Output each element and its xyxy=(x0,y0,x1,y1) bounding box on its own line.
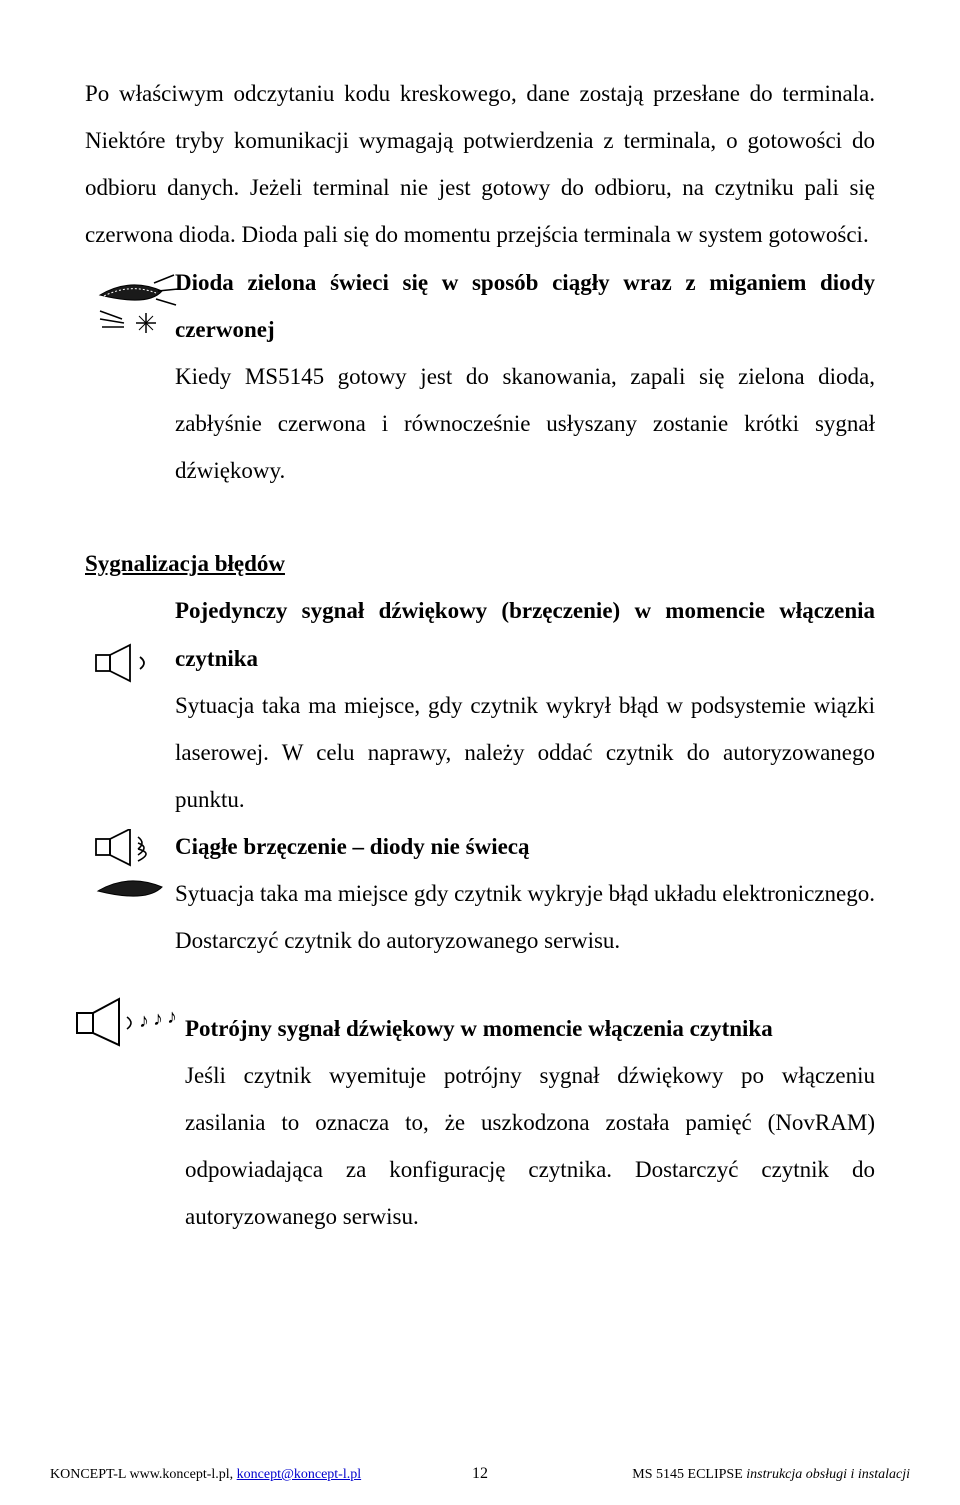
led-status-bold: Dioda zielona świeci się w sposób ciągły… xyxy=(175,270,875,342)
error-2-text: Ciągłe brzęczenie – diody nie świecą Syt… xyxy=(175,823,875,964)
footer-left-text: KONCEPT-L www.koncept-l.pl, xyxy=(50,1467,237,1482)
svg-text:♪: ♪ xyxy=(153,1008,163,1030)
footer-page-number: 12 xyxy=(472,1465,488,1483)
error-3-body: Jeśli czytnik wyemituje potrójny sygnał … xyxy=(185,1063,875,1229)
error-1-text: Pojedynczy sygnał dźwiękowy (brzęczenie)… xyxy=(175,587,875,823)
led-status-block: Dioda zielona świeci się w sposób ciągły… xyxy=(175,259,875,495)
svg-text:♪: ♪ xyxy=(167,1006,177,1028)
error-1-body: Sytuacja taka ma miejsce, gdy czytnik wy… xyxy=(175,693,875,812)
page-footer: KONCEPT-L www.koncept-l.pl, koncept@konc… xyxy=(50,1467,910,1483)
footer-right: MS 5145 ECLIPSE instrukcja obsługi i ins… xyxy=(632,1467,910,1483)
speaker-single-icon xyxy=(90,643,180,683)
spacer xyxy=(85,494,875,540)
error-2-bold: Ciągłe brzęczenie – diody nie świecą xyxy=(175,834,530,859)
paragraph-1: Po właściwym odczytaniu kodu kreskowego,… xyxy=(85,70,875,259)
svg-text:♪: ♪ xyxy=(139,1010,149,1032)
errors-heading: Sygnalizacja błędów xyxy=(85,540,875,587)
footer-email-link[interactable]: koncept@koncept-l.pl xyxy=(237,1467,361,1482)
error-3-block: ♪ ♪ ♪ Potrójny sygnał dźwiękowy w momenc… xyxy=(185,1005,875,1241)
error-2-body: Sytuacja taka ma miejsce gdy czytnik wyk… xyxy=(175,881,875,953)
intro-block: Po właściwym odczytaniu kodu kreskowego,… xyxy=(85,70,875,259)
led-status-text: Dioda zielona świeci się w sposób ciągły… xyxy=(175,259,875,495)
speaker-triple-icon: ♪ ♪ ♪ xyxy=(75,997,185,1047)
error-3-text: Potrójny sygnał dźwiękowy w momencie włą… xyxy=(185,1005,875,1241)
footer-right-prefix: MS 5145 ECLIPSE xyxy=(632,1467,746,1482)
error-3-bold: Potrójny sygnał dźwiękowy w momencie włą… xyxy=(185,1016,773,1041)
speaker-continuous-icon xyxy=(90,829,180,907)
footer-left: KONCEPT-L www.koncept-l.pl, koncept@konc… xyxy=(50,1467,361,1483)
scanner-led-icon xyxy=(90,273,180,353)
led-status-body: Kiedy MS5145 gotowy jest do skanowania, … xyxy=(175,364,875,483)
footer-right-italic: instrukcja obsługi i instalacji xyxy=(746,1467,910,1482)
spacer xyxy=(85,965,875,1005)
error-1-block: Pojedynczy sygnał dźwiękowy (brzęczenie)… xyxy=(175,587,875,823)
error-1-bold: Pojedynczy sygnał dźwiękowy (brzęczenie)… xyxy=(175,598,875,670)
error-2-block: Ciągłe brzęczenie – diody nie świecą Syt… xyxy=(175,823,875,964)
